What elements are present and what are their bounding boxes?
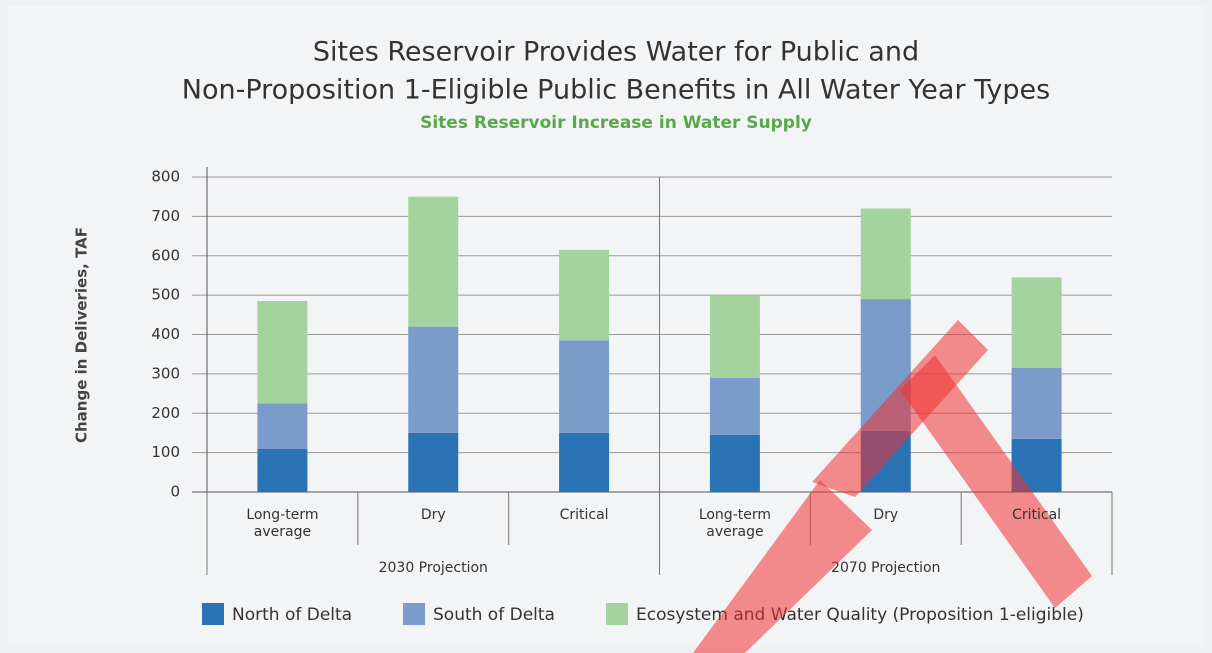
x-tick-label: Long-term average: [246, 507, 319, 540]
bar-segment: [408, 432, 459, 492]
bar-segment: [257, 403, 308, 449]
bar-segment: [257, 301, 308, 404]
chart-title: Sites Reservoir Provides Water for Publi…: [313, 37, 919, 68]
bar-segment: [559, 340, 610, 433]
legend-label: South of Delta: [433, 605, 555, 625]
overlay-mark: [900, 355, 1092, 608]
bar-segment: [860, 208, 911, 300]
overlay-mark: [693, 480, 872, 653]
y-tick-label: 400: [151, 325, 180, 343]
x-tick-label: Dry: [873, 507, 899, 523]
y-tick-label: 200: [151, 404, 180, 422]
chart-subtitle: Sites Reservoir Increase in Water Supply: [420, 113, 812, 133]
x-tick-label: Critical: [1012, 507, 1062, 523]
bar-segment: [408, 196, 459, 327]
bar-segment: [559, 432, 610, 492]
bar-segment: [1011, 367, 1062, 439]
bar-segment: [709, 295, 760, 378]
x-tick-label: Long-term average: [698, 507, 771, 540]
bar-segment: [709, 434, 760, 492]
legend-label: Ecosystem and Water Quality (Proposition…: [636, 605, 1084, 625]
x-tick-label: Dry: [420, 507, 446, 523]
bar-segment: [257, 448, 308, 492]
legend-label: North of Delta: [232, 605, 352, 625]
legend-swatch: [202, 603, 224, 625]
y-tick-label: 600: [151, 246, 180, 264]
y-tick-label: 700: [151, 207, 180, 225]
bar-segment: [709, 377, 760, 435]
group-label: 2070 Projection: [831, 560, 940, 576]
bar-segment: [559, 249, 610, 341]
legend-swatch: [606, 603, 628, 625]
bar-segment: [408, 326, 459, 433]
y-tick-label: 800: [151, 168, 180, 186]
group-label: 2030 Projection: [379, 560, 488, 576]
overlay-mark: [812, 320, 988, 497]
legend-swatch: [403, 603, 425, 625]
y-axis-label: Change in Deliveries, TAF: [73, 227, 91, 443]
y-tick-label: 500: [151, 286, 180, 304]
chart-title: Non-Proposition 1-Eligible Public Benefi…: [182, 75, 1050, 106]
y-tick-label: 300: [151, 364, 180, 382]
y-tick-label: 100: [151, 443, 180, 461]
x-tick-label: Critical: [559, 507, 609, 523]
bar-segment: [1011, 277, 1062, 368]
y-tick-label: 0: [170, 483, 180, 501]
